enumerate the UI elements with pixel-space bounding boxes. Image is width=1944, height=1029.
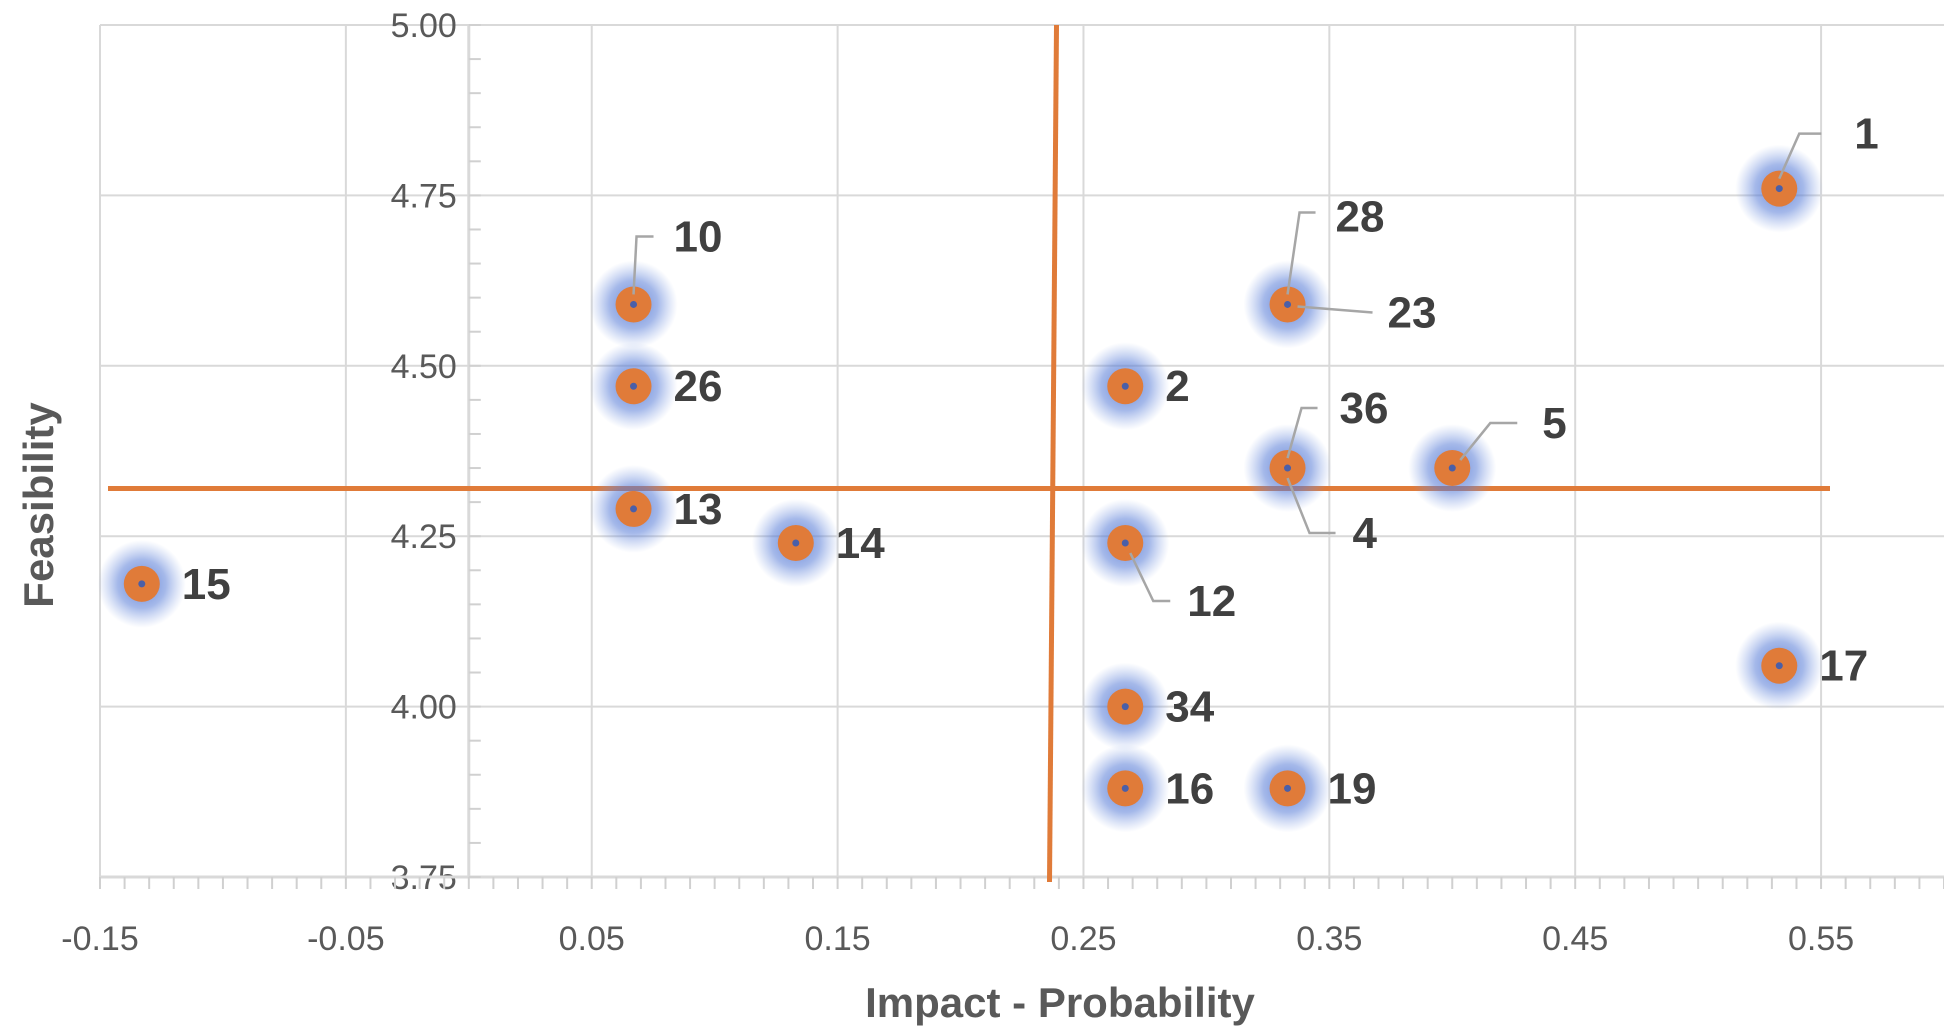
data-point-center — [1284, 464, 1292, 472]
leader-line — [1778, 132, 1822, 180]
leader-line — [1286, 406, 1318, 459]
x-tick-label: -0.05 — [307, 920, 385, 958]
point-label: 36 — [1340, 384, 1389, 433]
data-point-center — [630, 382, 638, 390]
point-label: 12 — [1187, 577, 1236, 626]
quadrant-lines — [108, 24, 1830, 883]
x-tick-label: 0.35 — [1296, 920, 1362, 958]
data-point-center — [138, 580, 146, 588]
data-point-center — [1284, 300, 1292, 308]
point-label: 10 — [674, 212, 723, 261]
data-point-center — [792, 539, 800, 547]
data-points — [97, 144, 1824, 833]
point-label: 1 — [1854, 110, 1878, 159]
data-point-center — [1121, 703, 1129, 711]
axes: -0.15 -0.05 0.05 0.15 0.25 0.35 0.45 0.553.754.… — [61, 7, 1944, 958]
point-label: 17 — [1819, 642, 1868, 691]
point-label: 5 — [1542, 399, 1566, 448]
data-point-center — [630, 300, 638, 308]
data-point-center — [1775, 185, 1783, 193]
leader-line — [1286, 477, 1336, 535]
point-label: 2 — [1165, 362, 1189, 411]
point-label: 19 — [1328, 764, 1377, 813]
leader-line — [1297, 305, 1373, 314]
point-label: 26 — [674, 362, 723, 411]
data-point-center — [1448, 464, 1456, 472]
y-axis-title: Feasibility — [15, 402, 62, 608]
point-label: 13 — [674, 485, 723, 534]
x-tick-label: 0.05 — [559, 920, 625, 958]
x-tick-label: 0.15 — [805, 920, 871, 958]
leader-line — [1286, 211, 1316, 295]
y-tick-label: 5.00 — [391, 7, 457, 45]
point-label: 14 — [836, 519, 885, 568]
x-tick-label: 0.55 — [1788, 920, 1854, 958]
point-label: 34 — [1165, 683, 1214, 732]
x-tick-label: 0.25 — [1050, 920, 1116, 958]
x-tick-label: 0.45 — [1542, 920, 1608, 958]
y-tick-label: 4.75 — [391, 177, 457, 215]
data-point-center — [1284, 784, 1292, 792]
data-point-center — [1121, 784, 1129, 792]
data-point-center — [1775, 662, 1783, 670]
point-label: 4 — [1353, 509, 1378, 558]
leader-line — [1129, 552, 1171, 603]
x-axis-title: Impact - Probability — [865, 979, 1255, 1026]
point-label: 23 — [1388, 288, 1437, 337]
data-point-center — [1121, 539, 1129, 547]
data-point-center — [630, 505, 638, 513]
x-tick-label: -0.15 — [61, 920, 139, 958]
grid — [99, 24, 1944, 877]
point-label: 28 — [1336, 192, 1385, 241]
data-point-center — [1121, 382, 1129, 390]
y-tick-label: 4.50 — [391, 348, 457, 386]
quadrant-vertical-line — [1047, 24, 1060, 883]
leader-line — [1459, 421, 1518, 461]
point-label: 15 — [182, 560, 231, 609]
leader-line — [632, 235, 654, 295]
y-tick-label: 4.25 — [391, 518, 457, 556]
y-tick-label: 4.00 — [391, 689, 457, 727]
point-label: 16 — [1165, 764, 1214, 813]
